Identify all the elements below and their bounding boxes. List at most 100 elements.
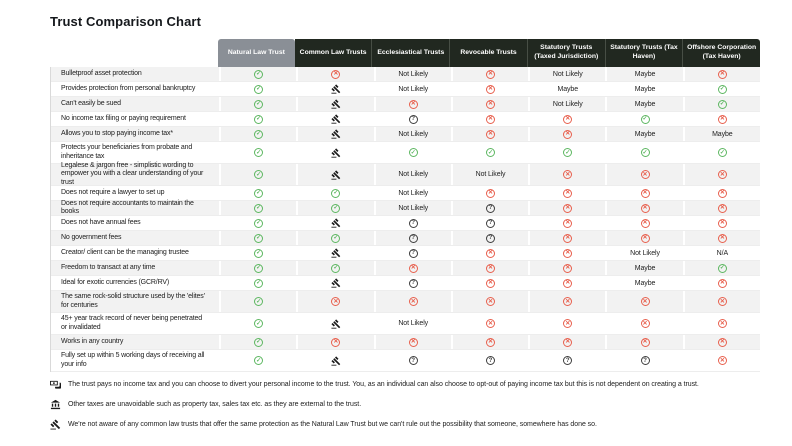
table-cell: ✓: [373, 142, 451, 163]
row-label: Creator/ client can be the managing trus…: [61, 248, 189, 256]
table-cell: Maybe: [605, 82, 682, 96]
table-cell: ✕: [605, 186, 682, 200]
table-cell: ✓: [219, 335, 296, 349]
footnote-row: We're not aware of any common law trusts…: [50, 419, 762, 430]
check-icon: ✓: [254, 337, 264, 347]
table-cell: ✕: [450, 276, 528, 290]
check-icon: ✓: [717, 99, 727, 109]
cross-icon: ✕: [717, 188, 727, 198]
table-cell: Maybe: [605, 127, 682, 141]
cell-text: Maybe: [634, 130, 656, 138]
cross-icon: ✕: [640, 170, 650, 179]
gavel-icon: [331, 248, 341, 258]
table-cell: N/A: [682, 246, 760, 260]
cross-icon: ✕: [563, 233, 573, 243]
table-cell: [296, 164, 373, 185]
cross-icon: ✕: [563, 203, 573, 213]
table-cell: ✕: [682, 164, 760, 185]
cell-text: Not Likely: [552, 100, 583, 108]
table-cell: ✕: [682, 216, 760, 230]
table-cell: ✓: [296, 261, 373, 275]
table-cell: ✓: [219, 112, 296, 126]
column-header: Revocable Trusts: [449, 39, 527, 67]
money-icon: [50, 379, 61, 390]
table-cell: ✓: [605, 112, 682, 126]
table-cell: ?: [373, 216, 451, 230]
table-cell: Not Likely: [373, 186, 451, 200]
table-cell: ✕: [605, 201, 682, 215]
check-icon: ✓: [254, 148, 264, 157]
cross-icon: ✕: [485, 248, 495, 258]
column-header: Common Law Trusts: [294, 39, 372, 67]
table-cell: ✕: [450, 313, 528, 334]
table-cell: ✓: [296, 231, 373, 245]
cell-text: Not Likely: [398, 189, 429, 197]
footnote-text: We're not aware of any common law trusts…: [68, 420, 597, 428]
question-icon: ?: [485, 233, 495, 243]
check-icon: ✓: [331, 203, 341, 213]
table-cell: Not Likely: [373, 82, 451, 96]
table-cell: ✕: [450, 97, 528, 111]
question-icon: ?: [408, 356, 418, 365]
table-cell: ?: [373, 350, 451, 371]
check-icon: ✓: [254, 297, 264, 306]
table-row: No income tax filing or paying requireme…: [51, 112, 760, 127]
table-cell: ✓: [682, 261, 760, 275]
table-cell: ✓: [219, 276, 296, 290]
table-cell: ?: [450, 216, 528, 230]
table-row: Freedom to transact at any time ✓ ✓ ✕ ✕ ✕ Mayb…: [51, 261, 760, 276]
row-label: Ideal for exotic currencies (GCR/RV): [61, 278, 170, 286]
table-cell: [296, 127, 373, 141]
cross-icon: ✕: [408, 297, 418, 306]
table-cell: ✕: [373, 335, 451, 349]
table-cell: ✕: [605, 313, 682, 334]
table-row: Legalese & jargon free - simplistic word…: [51, 162, 760, 186]
cross-icon: ✕: [485, 114, 495, 124]
table-cell: ✕: [605, 231, 682, 245]
check-icon: ✓: [254, 99, 264, 109]
table-cell: ✕: [450, 112, 528, 126]
table-cell: Maybe: [605, 67, 682, 81]
table-cell: ✕: [682, 201, 760, 215]
table-cell: ✕: [528, 186, 605, 200]
gavel-icon: [331, 218, 341, 228]
table-cell: ✕: [605, 335, 682, 349]
table-cell: ✓: [219, 164, 296, 185]
check-icon: ✓: [254, 278, 264, 288]
column-header: Ecclesiastical Trusts: [371, 39, 450, 67]
gavel-icon: [331, 169, 341, 180]
cell-text: Maybe: [634, 279, 656, 287]
check-icon: ✓: [254, 203, 264, 213]
cross-icon: ✕: [640, 337, 650, 347]
check-icon: ✓: [408, 148, 418, 157]
cross-icon: ✕: [563, 248, 573, 258]
table-cell: ✓: [219, 291, 296, 312]
check-icon: ✓: [254, 319, 264, 328]
table-cell: ✓: [219, 350, 296, 371]
check-icon: ✓: [717, 263, 727, 273]
cross-icon: ✕: [563, 319, 573, 328]
cell-text: Maybe: [712, 130, 733, 138]
footnote-row: The trust pays no income tax and you can…: [50, 379, 762, 390]
check-icon: ✓: [254, 170, 264, 179]
table-cell: ✕: [682, 186, 760, 200]
table-cell: ✕: [450, 186, 528, 200]
table-cell: ?: [528, 350, 605, 371]
table-cell: ✓: [219, 201, 296, 215]
check-icon: ✓: [254, 84, 264, 94]
cross-icon: ✕: [717, 203, 727, 213]
gavel-icon: [331, 355, 341, 366]
cross-icon: ✕: [640, 218, 650, 228]
row-label: Does not require accountants to maintain…: [61, 199, 194, 215]
table-cell: ✕: [682, 112, 760, 126]
cell-text: Not Likely: [398, 204, 429, 212]
table-cell: ✕: [528, 164, 605, 185]
table-cell: ✕: [605, 291, 682, 312]
table-cell: ✕: [528, 335, 605, 349]
cross-icon: ✕: [717, 233, 727, 243]
row-label: Protects your beneficiaries from probate…: [61, 144, 193, 160]
question-icon: ?: [563, 356, 573, 365]
cell-text: Maybe: [634, 264, 656, 272]
column-header: Offshore Corporation (Tax Haven): [682, 39, 761, 67]
building-icon: [50, 399, 61, 410]
